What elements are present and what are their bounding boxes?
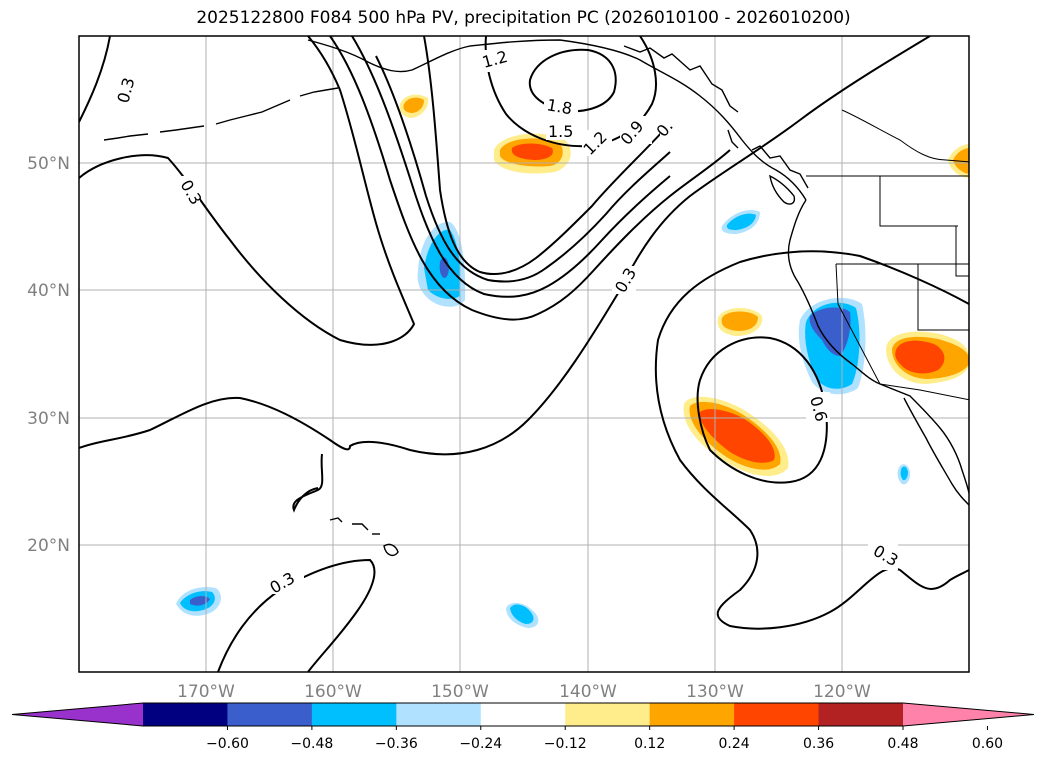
lat-label-40n: 40°N: [27, 281, 70, 301]
colorbar-extend-low: [12, 703, 143, 726]
colorbar-tick-label: 0.12: [634, 736, 665, 752]
colorbar-tick-label: 0.60: [972, 736, 1003, 752]
lon-label-140w: 140°W: [559, 682, 617, 702]
colorbar-segment: [480, 703, 566, 726]
borders: [806, 109, 969, 401]
colorbar-segments: [11, 702, 1035, 727]
precip-region-positive: [399, 94, 429, 118]
lon-label-130w: 130°W: [686, 682, 744, 702]
precip-region-negative: [506, 602, 539, 628]
lon-label-150w: 150°W: [431, 682, 489, 702]
coastlines: [103, 39, 969, 557]
contour-labels: 0.3 0.3 1.2 1.8 1.5 1.2 0.9 0. 0.3 0.6 0…: [110, 47, 902, 597]
latitude-labels: 50°N 40°N 30°N 20°N: [27, 154, 70, 556]
colorbar-outline: [11, 702, 1035, 727]
colorbar-segment: [143, 703, 228, 726]
colorbar-tick-label: 0.48: [887, 736, 918, 752]
lat-label-50n: 50°N: [27, 154, 70, 174]
lat-label-30n: 30°N: [27, 409, 70, 429]
colorbar-segment: [565, 703, 651, 726]
colorbar-extend-high: [903, 703, 1034, 726]
precip-region-positive: [683, 396, 789, 476]
colorbar-tick-label: 0.24: [719, 736, 750, 752]
colorbar-segment: [649, 703, 735, 726]
precip-region-positive: [717, 307, 763, 336]
map-frame: [78, 35, 970, 673]
lon-label-120w: 120°W: [813, 682, 871, 702]
precip-region-negative: [897, 464, 911, 485]
colorbar-segment: [396, 703, 482, 726]
colorbar-tick-label: −0.12: [544, 736, 587, 752]
colorbar-tick-label: −0.60: [206, 736, 249, 752]
figure-title: 2025122800 F084 500 hPa PV, precipitatio…: [196, 8, 851, 28]
lon-label-170w: 170°W: [177, 682, 235, 702]
contour-label: 1.8: [545, 95, 573, 118]
colorbar-segment: [818, 703, 904, 726]
colorbar-tick-label: −0.36: [375, 736, 418, 752]
lat-label-20n: 20°N: [27, 536, 70, 556]
colorbar-ticks: −0.60 −0.48 −0.36 −0.24 −0.12 0.12 0.24 0.36 0.4…: [206, 726, 1003, 752]
precip-region-positive: [494, 133, 571, 174]
precip-region-negative: [721, 209, 760, 234]
colorbar-segment: [227, 703, 313, 726]
precipitation-layer: [176, 94, 969, 628]
colorbar-tick-label: 0.36: [803, 736, 834, 752]
colorbar: −0.60 −0.48 −0.36 −0.24 −0.12 0.12 0.24 0.36 0.4…: [11, 702, 1035, 752]
colorbar-segment: [734, 703, 820, 726]
contour-label: 1.5: [548, 122, 573, 141]
lon-label-160w: 160°W: [304, 682, 362, 702]
longitude-labels: 170°W 160°W 150°W 140°W 130°W 120°W: [177, 682, 871, 702]
precip-region-positive: [886, 331, 969, 384]
colorbar-segment: [311, 703, 397, 726]
colorbar-tick-label: −0.48: [290, 736, 333, 752]
colorbar-tick-label: −0.24: [459, 736, 502, 752]
